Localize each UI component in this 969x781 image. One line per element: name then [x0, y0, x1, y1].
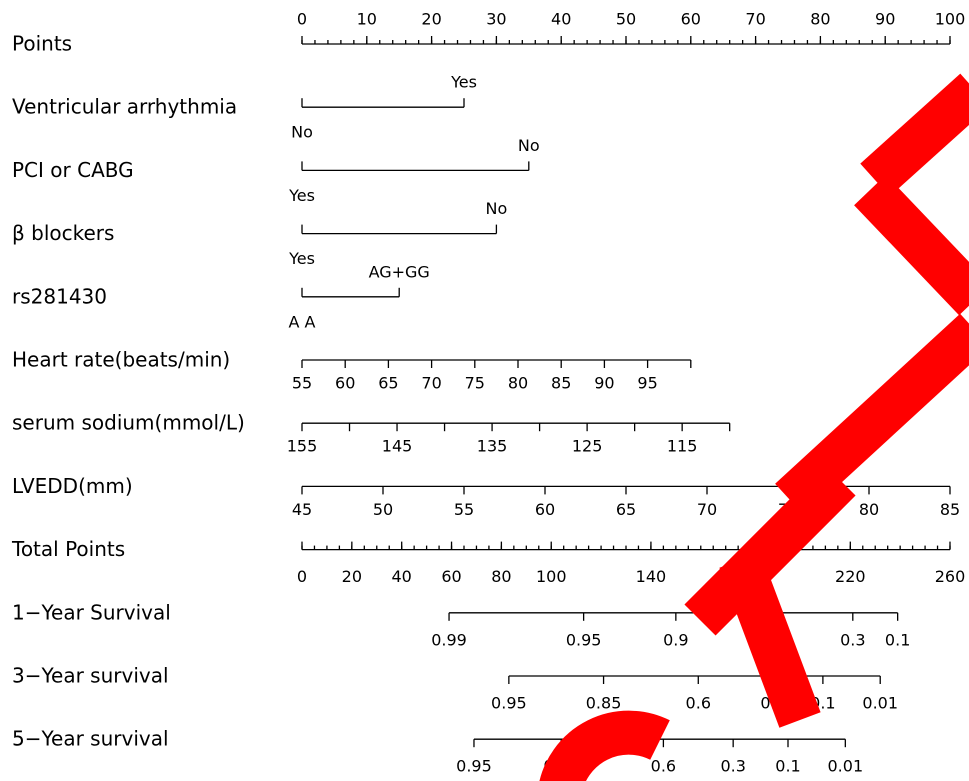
tick-label: 125	[572, 437, 603, 456]
tick-label: 70	[745, 10, 765, 29]
tick-label: 10	[357, 10, 377, 29]
level-label: AG+GG	[369, 262, 430, 281]
row-label: Heart rate(beats/min)	[12, 348, 230, 372]
tick-label: 45	[292, 500, 312, 519]
row-label: β blockers	[12, 221, 114, 245]
stamp-overlay	[539, 73, 969, 781]
row-label: 1−Year Survival	[12, 600, 171, 624]
tick-label: 0.3	[720, 757, 745, 776]
tick-label: 55	[454, 500, 474, 519]
row-label: Points	[12, 32, 72, 56]
level-label: No	[291, 123, 313, 142]
tick-label: 100	[935, 10, 966, 29]
tick-label: 260	[935, 567, 966, 586]
tick-label: 60	[535, 500, 555, 519]
tick-label: 0.95	[491, 694, 527, 713]
level-label: No	[486, 199, 508, 218]
tick-label: 220	[835, 567, 866, 586]
tick-label: 0	[297, 10, 307, 29]
tick-label: 40	[392, 567, 412, 586]
tick-label: 20	[421, 10, 441, 29]
row-label: 5−Year survival	[12, 727, 169, 751]
row-label: LVEDD(mm)	[12, 474, 133, 498]
stamp-stroke	[854, 174, 969, 316]
tick-label: 60	[681, 10, 701, 29]
stamp-stroke	[719, 552, 821, 728]
tick-label: 85	[551, 374, 571, 393]
row-label: rs281430	[12, 284, 107, 308]
tick-label: 0.01	[828, 757, 864, 776]
tick-label: 0.01	[862, 694, 898, 713]
tick-label: 0	[297, 567, 307, 586]
tick-label: 0.6	[686, 694, 711, 713]
tick-label: 75	[465, 374, 485, 393]
tick-label: 145	[382, 437, 413, 456]
tick-label: 50	[616, 10, 636, 29]
tick-label: 0.3	[840, 630, 865, 649]
tick-label: 30	[486, 10, 506, 29]
tick-label: 90	[594, 374, 614, 393]
tick-label: 60	[441, 567, 461, 586]
tick-label: 70	[421, 374, 441, 393]
tick-label: 0.6	[651, 757, 676, 776]
tick-label: 65	[616, 500, 636, 519]
tick-label: 0.85	[586, 694, 622, 713]
tick-label: 100	[536, 567, 567, 586]
tick-label: 50	[373, 500, 393, 519]
tick-label: 85	[940, 500, 960, 519]
tick-label: 0.9	[663, 630, 688, 649]
tick-label: 140	[636, 567, 667, 586]
tick-label: 0.1	[775, 757, 800, 776]
tick-label: 95	[637, 374, 657, 393]
tick-label: 60	[335, 374, 355, 393]
row-label: PCI or CABG	[12, 158, 134, 182]
tick-label: 80	[810, 10, 830, 29]
level-label: Yes	[450, 73, 477, 92]
level-label: Yes	[288, 249, 315, 268]
tick-label: 155	[287, 437, 318, 456]
tick-label: 70	[697, 500, 717, 519]
tick-label: 135	[477, 437, 508, 456]
row-label: Total Points	[11, 537, 125, 561]
tick-label: 40	[551, 10, 571, 29]
plot-area: Points 0 10 20 30 40 50 60 70 80 90 100 Ventricular …	[11, 10, 965, 776]
tick-label: 0.1	[885, 630, 910, 649]
tick-label: 65	[378, 374, 398, 393]
stamp-stroke	[684, 464, 856, 636]
tick-label: 0.99	[431, 630, 467, 649]
level-label: A A	[289, 312, 316, 331]
stamp-stroke	[539, 710, 670, 781]
tick-label: 20	[342, 567, 362, 586]
tick-label: 90	[875, 10, 895, 29]
tick-label: 80	[859, 500, 879, 519]
tick-label: 0.95	[566, 630, 602, 649]
tick-label: 115	[667, 437, 698, 456]
row-label: serum sodium(mmol/L)	[12, 411, 245, 435]
level-label: Yes	[288, 186, 315, 205]
level-label: No	[518, 136, 540, 155]
tick-label: 80	[491, 567, 511, 586]
stamp-stroke	[860, 73, 969, 197]
tick-label: 0.95	[456, 757, 492, 776]
tick-label: 80	[508, 374, 528, 393]
tick-label: 55	[292, 374, 312, 393]
row-label: 3−Year survival	[12, 664, 169, 688]
row-label: Ventricular arrhythmia	[12, 95, 237, 119]
